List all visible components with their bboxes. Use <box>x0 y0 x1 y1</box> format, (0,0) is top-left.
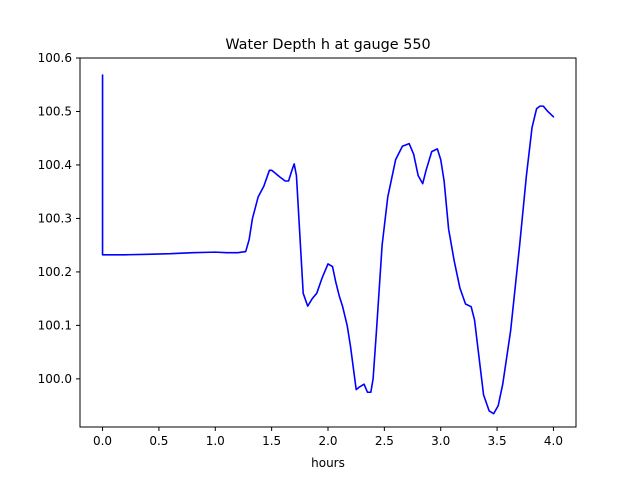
x-tick-label: 1.5 <box>262 434 281 448</box>
x-tick-label: 1.0 <box>206 434 225 448</box>
y-axis: 100.0 100.1 100.2 100.3 100.4 100.5 100.6 <box>38 51 80 386</box>
x-tick-label: 2.5 <box>375 434 394 448</box>
y-tick-label: 100.1 <box>38 318 72 332</box>
y-tick-label: 100.4 <box>38 158 72 172</box>
y-tick-label: 100.5 <box>38 104 72 118</box>
x-tick-label: 0.5 <box>149 434 168 448</box>
series-line-0 <box>101 74 555 415</box>
y-tick-label: 100.3 <box>38 211 72 225</box>
y-tick-label: 100.0 <box>38 372 72 386</box>
x-axis: 0.0 0.5 1.0 1.5 2.0 2.5 3.0 3.5 4.0 <box>93 427 563 448</box>
chart-title: Water Depth h at gauge 550 <box>225 37 430 53</box>
x-tick-label: 0.0 <box>93 434 112 448</box>
x-tick-label: 3.0 <box>431 434 450 448</box>
x-axis-label: hours <box>311 456 345 470</box>
x-tick-label: 2.0 <box>318 434 337 448</box>
y-tick-label: 100.6 <box>38 51 72 65</box>
x-tick-label: 4.0 <box>544 434 563 448</box>
y-tick-label: 100.2 <box>38 265 72 279</box>
x-tick-label: 3.5 <box>488 434 507 448</box>
